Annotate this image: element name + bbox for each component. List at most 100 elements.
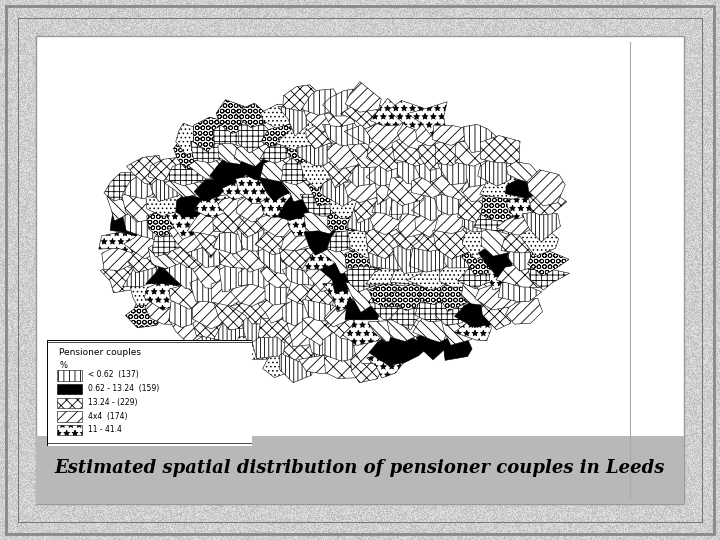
Polygon shape: [347, 140, 392, 167]
Polygon shape: [296, 143, 343, 166]
Polygon shape: [260, 139, 297, 163]
Polygon shape: [174, 136, 213, 170]
Polygon shape: [193, 225, 230, 258]
Polygon shape: [528, 267, 570, 290]
Polygon shape: [341, 102, 381, 129]
Polygon shape: [439, 276, 474, 312]
Polygon shape: [279, 347, 318, 383]
Polygon shape: [481, 296, 513, 330]
Polygon shape: [365, 119, 405, 150]
Text: 0.62 - 13.24  (159): 0.62 - 13.24 (159): [88, 384, 159, 393]
Polygon shape: [302, 295, 339, 321]
Polygon shape: [433, 191, 466, 215]
Polygon shape: [256, 212, 298, 237]
Text: 11 - 41.4: 11 - 41.4: [88, 425, 122, 434]
Polygon shape: [306, 122, 348, 149]
Polygon shape: [346, 281, 381, 313]
Bar: [57, 425, 81, 435]
Polygon shape: [186, 245, 233, 267]
Polygon shape: [415, 120, 459, 146]
Polygon shape: [214, 314, 253, 342]
Polygon shape: [145, 295, 184, 325]
Polygon shape: [122, 257, 169, 287]
Polygon shape: [415, 211, 454, 238]
Polygon shape: [193, 312, 232, 341]
Polygon shape: [323, 123, 366, 147]
Polygon shape: [260, 261, 294, 288]
Polygon shape: [213, 232, 245, 254]
Polygon shape: [304, 211, 343, 234]
Polygon shape: [398, 208, 436, 238]
Polygon shape: [416, 332, 448, 360]
Polygon shape: [302, 314, 341, 346]
Polygon shape: [522, 211, 560, 242]
Polygon shape: [474, 284, 516, 310]
Polygon shape: [386, 335, 428, 363]
Polygon shape: [368, 318, 402, 342]
Polygon shape: [169, 301, 213, 328]
Polygon shape: [463, 124, 498, 153]
Polygon shape: [127, 156, 163, 185]
Polygon shape: [239, 153, 281, 181]
Polygon shape: [442, 312, 481, 345]
Polygon shape: [189, 332, 235, 359]
Polygon shape: [130, 282, 162, 306]
Polygon shape: [366, 134, 406, 171]
Polygon shape: [366, 262, 413, 286]
Polygon shape: [390, 298, 425, 330]
Polygon shape: [455, 140, 490, 166]
Polygon shape: [237, 207, 269, 238]
Polygon shape: [236, 193, 276, 222]
Bar: [36, 436, 684, 504]
Polygon shape: [433, 222, 471, 259]
Polygon shape: [282, 264, 324, 285]
Polygon shape: [411, 222, 458, 251]
Polygon shape: [407, 264, 452, 290]
Polygon shape: [345, 299, 381, 320]
Polygon shape: [261, 120, 292, 147]
Polygon shape: [230, 294, 271, 325]
Polygon shape: [433, 125, 477, 145]
Polygon shape: [327, 139, 360, 170]
Polygon shape: [505, 298, 542, 324]
Polygon shape: [368, 294, 407, 319]
Polygon shape: [218, 139, 253, 166]
Polygon shape: [498, 280, 541, 302]
Polygon shape: [519, 225, 559, 256]
Polygon shape: [458, 193, 498, 222]
Polygon shape: [302, 89, 339, 115]
Polygon shape: [343, 180, 390, 202]
Polygon shape: [276, 120, 320, 152]
Polygon shape: [123, 207, 167, 240]
Polygon shape: [430, 169, 480, 202]
Polygon shape: [369, 207, 408, 235]
Polygon shape: [369, 336, 410, 366]
Polygon shape: [147, 211, 182, 237]
Polygon shape: [436, 332, 472, 360]
Polygon shape: [176, 194, 215, 217]
Polygon shape: [480, 136, 520, 164]
Polygon shape: [320, 261, 359, 293]
Polygon shape: [278, 106, 312, 136]
Polygon shape: [287, 276, 318, 308]
Polygon shape: [189, 154, 229, 179]
Polygon shape: [122, 172, 164, 199]
Polygon shape: [287, 316, 318, 347]
Polygon shape: [462, 173, 500, 201]
Polygon shape: [460, 249, 491, 276]
Polygon shape: [258, 318, 299, 346]
Polygon shape: [263, 345, 289, 377]
Polygon shape: [304, 102, 336, 134]
Polygon shape: [214, 301, 251, 330]
Polygon shape: [444, 243, 480, 268]
Polygon shape: [100, 265, 143, 293]
Polygon shape: [343, 315, 387, 346]
Polygon shape: [353, 338, 381, 364]
Polygon shape: [527, 170, 565, 206]
Polygon shape: [389, 190, 428, 218]
Polygon shape: [323, 89, 367, 116]
Polygon shape: [454, 302, 503, 327]
Polygon shape: [481, 193, 518, 222]
Polygon shape: [187, 205, 227, 238]
Polygon shape: [164, 246, 206, 271]
